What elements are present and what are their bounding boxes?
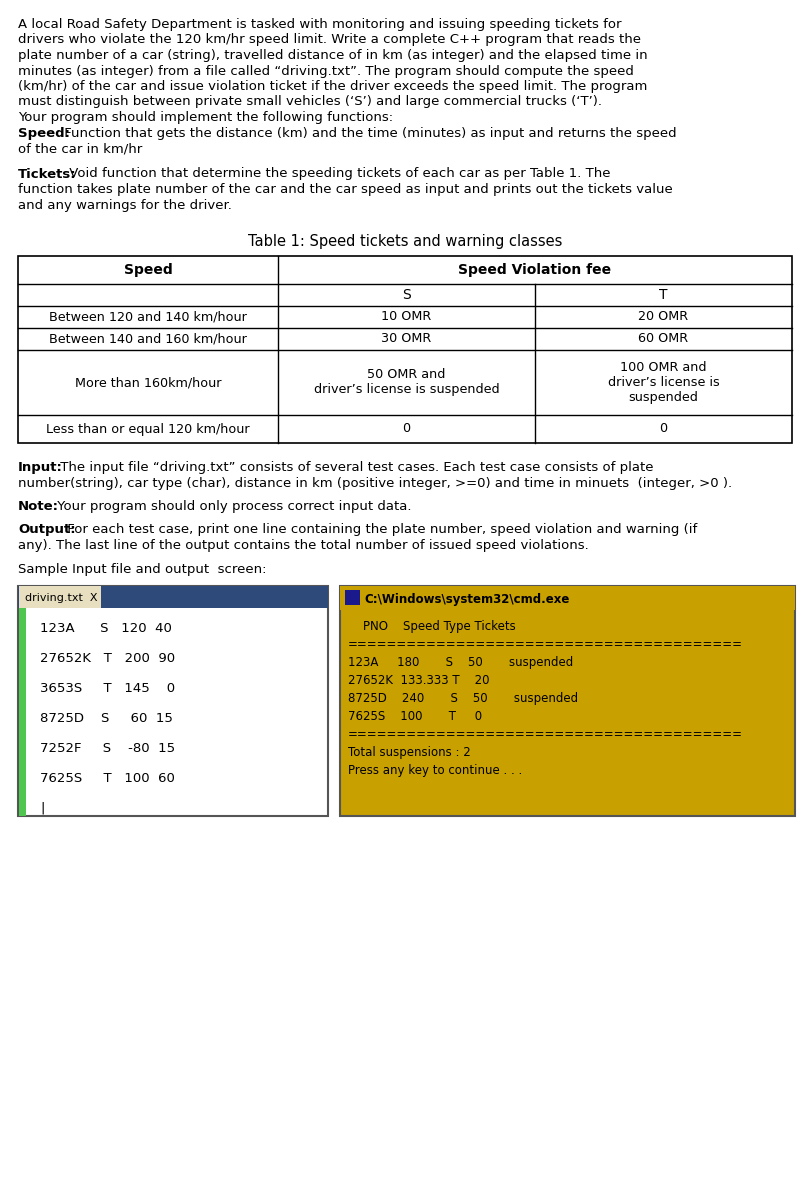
Text: 8725D    S     60  15: 8725D S 60 15 [40,712,173,725]
Text: The input file “driving.txt” consists of several test cases. Each test case cons: The input file “driving.txt” consists of… [56,461,654,474]
Text: 123A      S   120  40: 123A S 120 40 [40,622,172,635]
Text: Function that gets the distance (km) and the time (minutes) as input and returns: Function that gets the distance (km) and… [60,126,676,139]
Bar [18,256,792,443]
Text: 100 OMR and
driver’s license is
suspended: 100 OMR and driver’s license is suspende… [608,361,719,404]
Text: 10 OMR: 10 OMR [382,311,432,324]
Text: |: | [40,802,45,815]
Text: Tickets:: Tickets: [18,168,77,180]
Text: must distinguish between private small vehicles (‘S’) and large commercial truck: must distinguish between private small v… [18,96,602,108]
Text: Your program should implement the following functions:: Your program should implement the follow… [18,110,393,124]
Text: 3653S     T   145    0: 3653S T 145 0 [40,682,175,695]
Text: 0: 0 [403,422,411,436]
Text: 60 OMR: 60 OMR [638,332,688,346]
Text: 27652K  133.333 T    20: 27652K 133.333 T 20 [348,674,489,686]
Text: function takes plate number of the car and the car speed as input and prints out: function takes plate number of the car a… [18,182,673,196]
Text: For each test case, print one line containing the plate number, speed violation : For each test case, print one line conta… [63,523,697,536]
Text: Your program should only process correct input data.: Your program should only process correct… [53,500,411,514]
Text: ========================================: ======================================== [348,638,743,650]
Text: ========================================: ======================================== [348,728,743,740]
Text: any). The last line of the output contains the total number of issued speed viol: any). The last line of the output contai… [18,539,589,552]
Text: and any warnings for the driver.: and any warnings for the driver. [18,198,232,211]
Text: 50 OMR and
driver’s license is suspended: 50 OMR and driver’s license is suspended [313,368,499,396]
Bar [340,586,795,816]
Text: Input:: Input: [18,461,63,474]
Text: Speed Violation fee: Speed Violation fee [458,263,612,277]
Text: 7625S     T   100  60: 7625S T 100 60 [40,772,175,785]
Text: 0: 0 [659,422,667,436]
Bar [345,590,360,605]
Text: drivers who violate the 120 km/hr speed limit. Write a complete C++ program that: drivers who violate the 120 km/hr speed … [18,34,641,47]
Bar [18,586,328,608]
Text: Sample Input file and output  screen:: Sample Input file and output screen: [18,563,266,576]
Bar [19,608,26,816]
Text: Output:: Output: [18,523,75,536]
Text: More than 160km/hour: More than 160km/hour [75,376,221,389]
Text: Void function that determine the speeding tickets of each car as per Table 1. Th: Void function that determine the speedin… [65,168,611,180]
Text: C:\Windows\system32\cmd.exe: C:\Windows\system32\cmd.exe [364,593,569,606]
Text: Speed:: Speed: [18,126,70,139]
Text: 8725D    240       S    50       suspended: 8725D 240 S 50 suspended [348,692,578,704]
Text: PNO    Speed Type Tickets: PNO Speed Type Tickets [348,620,516,634]
Text: driving.txt  X: driving.txt X [25,593,97,602]
Text: (km/hr) of the car and issue violation ticket if the driver exceeds the speed li: (km/hr) of the car and issue violation t… [18,80,647,92]
Text: Total suspensions : 2: Total suspensions : 2 [348,746,471,758]
Text: 7625S    100       T     0: 7625S 100 T 0 [348,710,482,722]
Text: Table 1: Speed tickets and warning classes: Table 1: Speed tickets and warning class… [248,234,562,248]
Text: S: S [402,288,411,302]
Text: of the car in km/hr: of the car in km/hr [18,142,143,155]
Text: 7252F     S    -80  15: 7252F S -80 15 [40,742,175,755]
Text: number(string), car type (char), distance in km (positive integer, >=0) and time: number(string), car type (char), distanc… [18,476,732,490]
Text: A local Road Safety Department is tasked with monitoring and issuing speeding ti: A local Road Safety Department is tasked… [18,18,621,31]
Text: Press any key to continue . . .: Press any key to continue . . . [348,764,522,778]
Bar [19,586,101,608]
Text: Note:: Note: [18,500,59,514]
Text: plate number of a car (string), travelled distance of in km (as integer) and the: plate number of a car (string), travelle… [18,49,648,62]
Text: Less than or equal 120 km/hour: Less than or equal 120 km/hour [46,422,249,436]
Text: Between 120 and 140 km/hour: Between 120 and 140 km/hour [49,311,247,324]
Text: T: T [659,288,667,302]
Text: 20 OMR: 20 OMR [638,311,688,324]
Text: Between 140 and 160 km/hour: Between 140 and 160 km/hour [49,332,247,346]
Text: 27652K   T   200  90: 27652K T 200 90 [40,652,175,665]
Bar [340,586,795,610]
Text: 123A     180       S    50       suspended: 123A 180 S 50 suspended [348,656,573,670]
Text: minutes (as integer) from a file called “driving.txt”. The program should comput: minutes (as integer) from a file called … [18,65,634,78]
Bar [18,586,328,816]
Text: Speed: Speed [124,263,173,277]
Text: 30 OMR: 30 OMR [382,332,432,346]
